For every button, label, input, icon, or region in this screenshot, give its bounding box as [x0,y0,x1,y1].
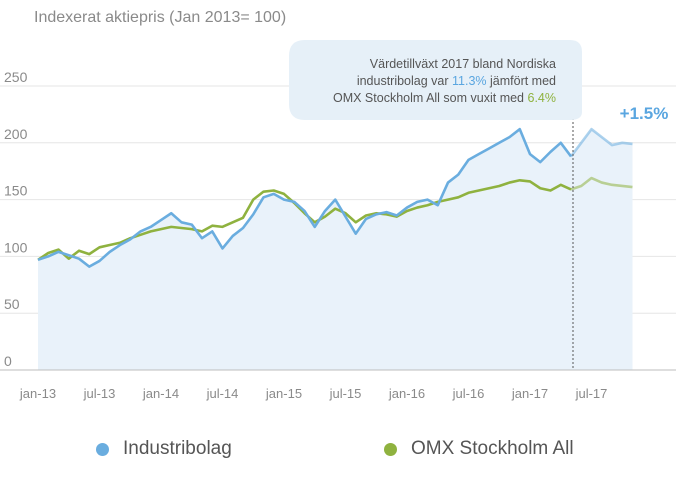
x-tick-label: jul-13 [83,386,116,401]
x-tick-label: jul-16 [452,386,485,401]
x-tick-label: jan-16 [388,386,425,401]
callout-value-industri: 11.3% [452,74,487,88]
callout-background [289,40,582,120]
series-line-industribolag [37,127,573,268]
x-tick-label: jul-15 [329,386,362,401]
axis-layer: 0 50 100 150 200 250 jan-13 jul-13 jan-14 jul-14 j… [0,69,676,401]
x-tick-label: jul-17 [575,386,608,401]
series-projection-industribolag [569,127,633,158]
y-tick-label: 50 [4,296,20,312]
callout-line-1: Värdetillväxt 2017 bland Nordiska [370,57,556,71]
x-tick-label: jul-14 [206,386,239,401]
callout-line-2-post: jämfört med [487,74,557,88]
area-industribolag [38,129,633,370]
legend-item-industribolag: Industribolag [96,438,232,460]
chart-title: Indexerat aktiepris (Jan 2013= 100) [34,9,287,26]
callout-line-2-pre: industribolag var [357,74,452,88]
legend-dot-omx [384,442,397,456]
legend-label-omx: OMX Stockholm All [411,438,574,459]
x-tick-label: jan-15 [265,386,302,401]
y-tick-label: 250 [4,69,28,85]
legend: Industribolag OMX Stockholm All [0,438,680,468]
y-tick-label: 200 [4,126,28,142]
callout-line-3: OMX Stockholm All som vuxit med 6.4% [333,91,556,105]
y-tick-label: 0 [4,353,12,369]
x-tick-label: jan-17 [511,386,548,401]
series-projection-omx [570,176,633,191]
series-layer [37,127,633,268]
legend-item-omx: OMX Stockholm All [384,438,574,460]
callout-box: Värdetillväxt 2017 bland Nordiska indust… [289,40,582,120]
area-fill-layer [38,129,633,370]
callout-value-omx: 6.4% [528,91,557,105]
callout-line-3-pre: OMX Stockholm All som vuxit med [333,91,528,105]
y-tick-label: 150 [4,183,28,199]
y-tick-label: 100 [4,239,28,255]
x-tick-label: jan-14 [142,386,179,401]
legend-dot-industribolag [96,442,109,456]
legend-label-industribolag: Industribolag [123,438,232,459]
projection-label: +1.5% [620,104,669,123]
x-tick-label: jan-13 [19,386,56,401]
callout-line-2: industribolag var 11.3% jämfört med [357,74,556,88]
